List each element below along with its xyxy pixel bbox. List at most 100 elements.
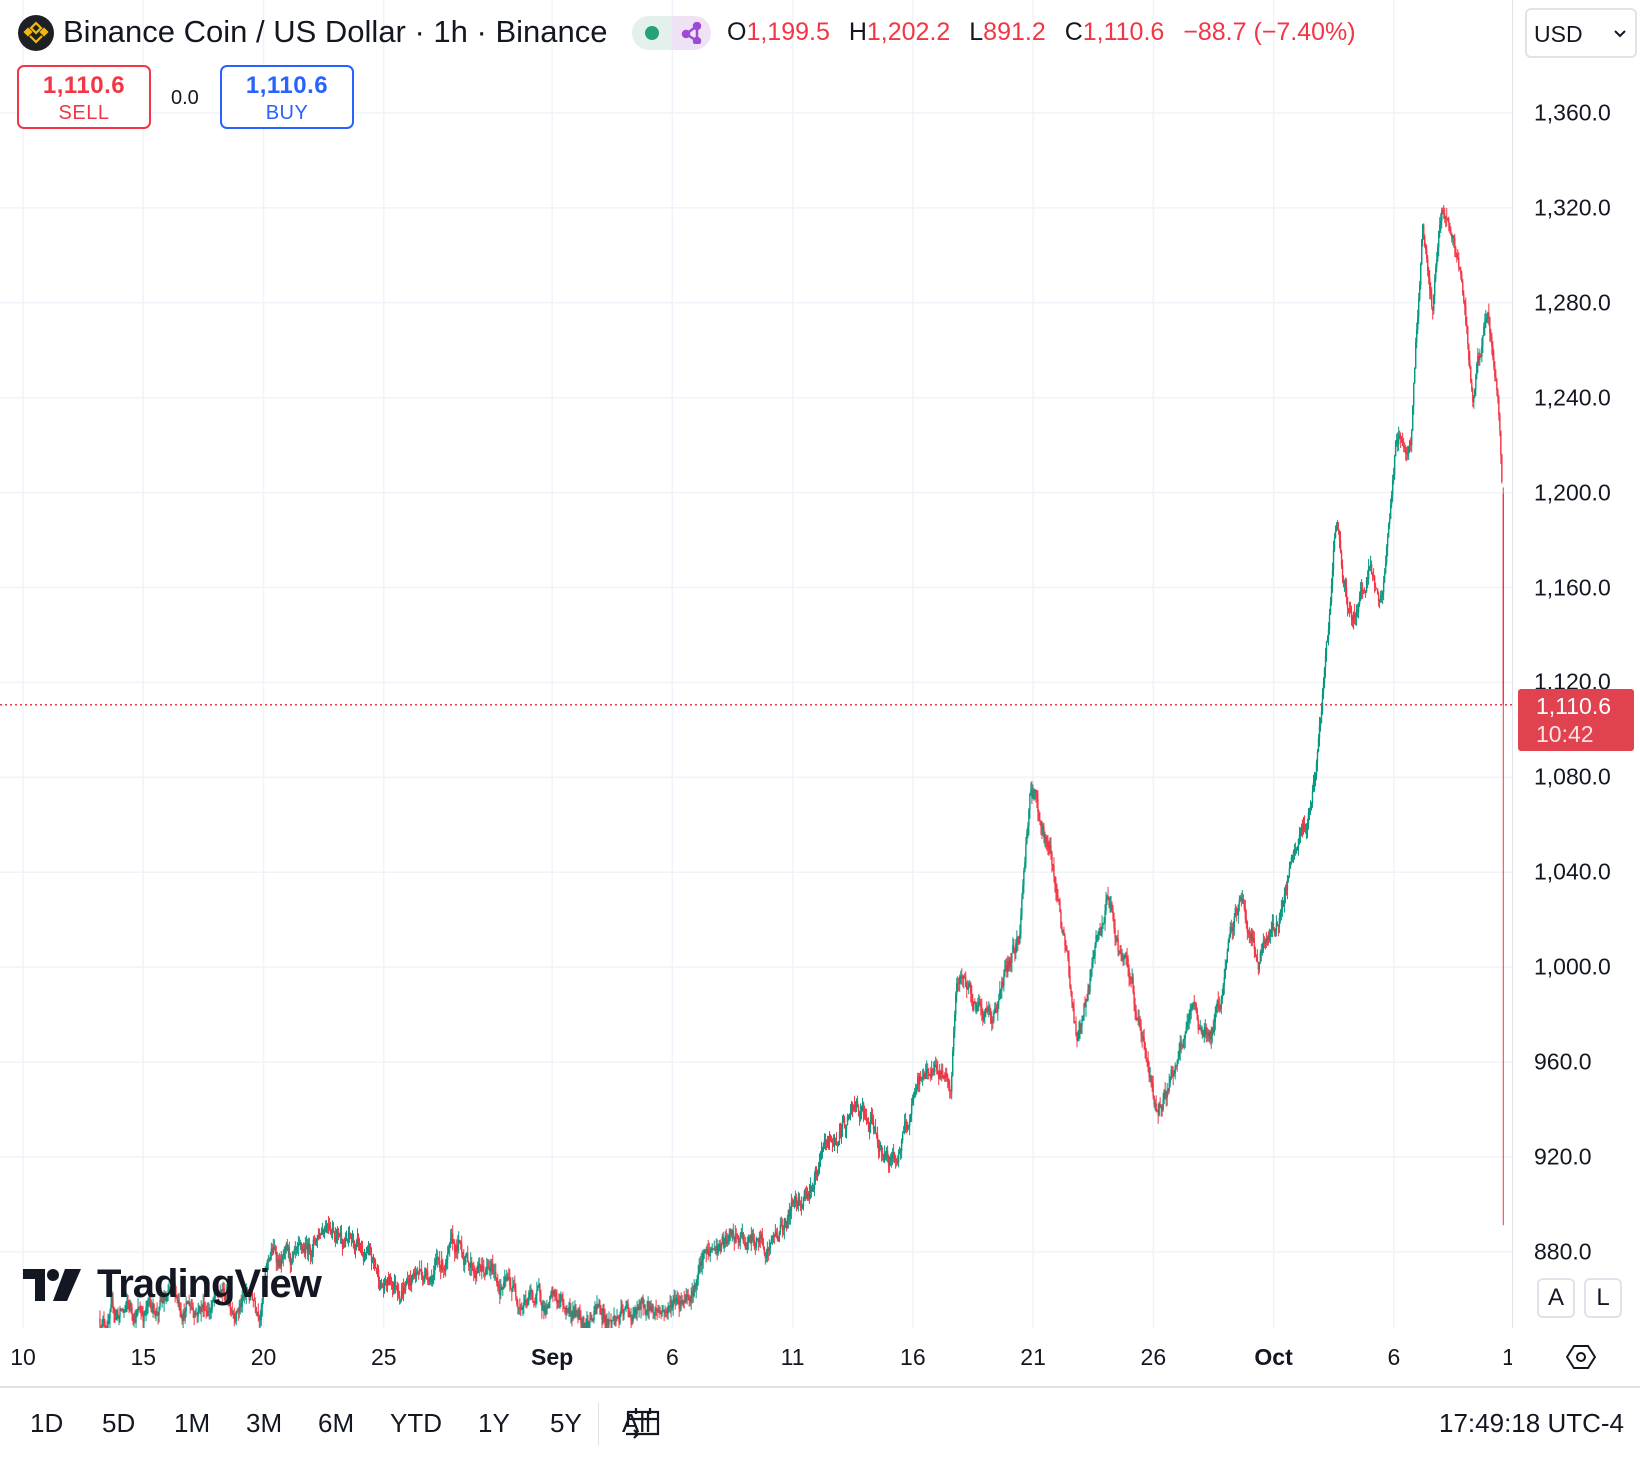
candle-body <box>934 1064 937 1066</box>
candle-body <box>1050 845 1052 853</box>
candle-body <box>648 1301 650 1311</box>
candle-body <box>1013 945 1015 951</box>
candle-body <box>1221 995 1223 1000</box>
candle-body <box>1473 396 1475 403</box>
candle-body <box>935 1064 938 1070</box>
candle-body <box>267 1258 270 1261</box>
candle-body <box>559 1299 561 1303</box>
log-scale-button[interactable]: L <box>1584 1278 1622 1318</box>
candle-body <box>1039 819 1041 822</box>
candle-body <box>103 1318 105 1323</box>
range-button-3m[interactable]: 3M <box>246 1408 283 1438</box>
candle-body <box>1009 959 1011 967</box>
candle-body <box>1341 565 1344 579</box>
sell-button[interactable]: 1,110.6 SELL <box>17 65 151 129</box>
candle-body <box>1092 957 1094 963</box>
candle-body <box>1390 494 1393 505</box>
candle-body <box>424 1269 427 1276</box>
chart-settings-gear-icon[interactable] <box>1566 1342 1596 1372</box>
candle-body <box>1199 1027 1201 1030</box>
symbol-title[interactable]: Binance Coin / US Dollar · 1h · Binance <box>63 14 608 49</box>
time-tick-label: 6 <box>665 1344 679 1370</box>
candle-body <box>761 1234 764 1239</box>
candle-body <box>1322 683 1325 694</box>
candle-body <box>1362 589 1365 592</box>
auto-scale-button[interactable]: A <box>1537 1278 1575 1318</box>
candle-body <box>1266 937 1269 943</box>
candle-body <box>388 1275 391 1284</box>
chart-pane[interactable] <box>0 0 1512 1328</box>
range-button-1m[interactable]: 1M <box>174 1408 211 1438</box>
candle-body <box>901 1133 904 1141</box>
candle-body <box>127 1301 129 1303</box>
candle-body <box>570 1311 572 1315</box>
candle-body <box>350 1236 353 1240</box>
candle-body <box>899 1151 902 1153</box>
candle-body <box>1026 833 1028 845</box>
candle-body <box>1373 576 1376 587</box>
candle-body <box>628 1308 630 1317</box>
candle-body <box>261 1299 263 1308</box>
candle-body <box>453 1242 456 1253</box>
candle-body <box>643 1304 645 1307</box>
candle-body <box>612 1318 614 1321</box>
range-button-ytd[interactable]: YTD <box>390 1408 442 1438</box>
candle-body <box>258 1316 260 1320</box>
candle-body <box>346 1238 349 1240</box>
candle-body <box>226 1292 228 1299</box>
candle-body <box>902 1131 905 1134</box>
candle-body <box>615 1317 617 1319</box>
candle-body <box>544 1307 546 1313</box>
candle-body <box>238 1308 240 1312</box>
range-button-1d[interactable]: 1D <box>30 1408 64 1438</box>
candle-body <box>1424 236 1426 247</box>
candle-body <box>329 1228 332 1234</box>
candle-body <box>636 1306 638 1314</box>
candle-body <box>469 1266 471 1268</box>
market-status-badge[interactable] <box>632 16 711 50</box>
candle-body <box>105 1327 107 1328</box>
candle-body <box>667 1307 669 1314</box>
candle-body <box>282 1256 285 1258</box>
candle-body <box>1239 897 1242 901</box>
candle-body <box>522 1307 524 1309</box>
candle-body <box>933 1064 936 1073</box>
candle-body <box>974 1002 976 1004</box>
time-axis[interactable]: 10 15 20 25 Sep 6 11 16 21 26 Oct 6 11 <box>0 1328 1512 1386</box>
candle-body <box>1204 1027 1206 1030</box>
range-button-5d[interactable]: 5D <box>102 1408 136 1438</box>
clock-timezone[interactable]: 17:49:18 UTC-4 <box>1439 1408 1624 1438</box>
candle-body <box>357 1236 360 1246</box>
candle-body <box>617 1317 619 1319</box>
price-axis[interactable]: 1,360.0 1,320.0 1,280.0 1,240.0 1,200.0 1,160… <box>1512 0 1640 1328</box>
time-tick-label: 11 <box>1502 1344 1512 1370</box>
candle-body <box>1488 312 1490 317</box>
candle-body <box>375 1268 378 1272</box>
candle-body <box>847 1115 850 1117</box>
candle-body <box>1229 926 1232 937</box>
candle-body <box>1048 845 1050 848</box>
candle-body <box>109 1311 111 1320</box>
candle-body <box>661 1311 663 1314</box>
candle-body <box>1358 596 1361 605</box>
currency-select[interactable]: USD <box>1525 8 1637 58</box>
candle-body <box>964 976 966 978</box>
range-button-1y[interactable]: 1Y <box>478 1408 510 1438</box>
go-to-date-calendar-icon[interactable] <box>624 1404 664 1444</box>
candle-body <box>767 1248 770 1252</box>
buy-button[interactable]: 1,110.6 BUY <box>220 65 354 129</box>
candle-body <box>1451 233 1453 239</box>
candle-body <box>549 1296 551 1303</box>
candle-body <box>390 1281 393 1283</box>
candle-body <box>856 1101 859 1107</box>
candle-body <box>402 1287 405 1296</box>
candle-body <box>1489 316 1491 334</box>
range-button-6m[interactable]: 6M <box>318 1408 355 1438</box>
range-button-5y[interactable]: 5Y <box>550 1408 582 1438</box>
candle-body <box>725 1235 727 1245</box>
candle-body <box>1069 975 1071 987</box>
candle-body <box>475 1270 477 1279</box>
candle-body <box>125 1302 127 1309</box>
candle-body <box>449 1237 452 1243</box>
candle-body <box>1397 435 1400 445</box>
